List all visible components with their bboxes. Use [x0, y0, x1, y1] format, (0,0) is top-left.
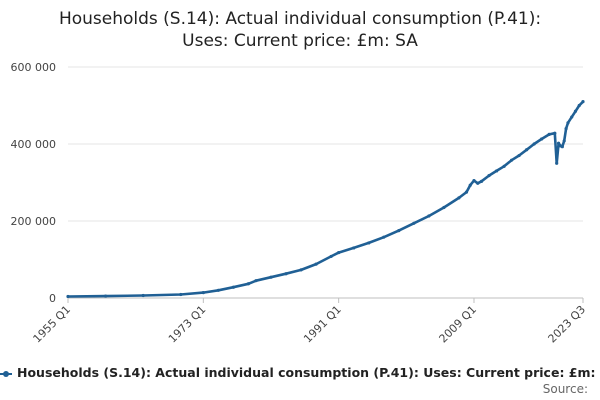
- data-point[interactable]: [494, 169, 499, 173]
- data-point[interactable]: [577, 103, 581, 108]
- data-point[interactable]: [231, 285, 236, 289]
- data-point[interactable]: [299, 268, 303, 272]
- data-point[interactable]: [560, 145, 564, 149]
- y-tick-label: 400 000: [11, 138, 57, 151]
- data-point[interactable]: [464, 190, 469, 194]
- y-axis: 0 200 000 400 000 600 000: [11, 61, 57, 305]
- legend[interactable]: Households (S.14): Actual individual con…: [0, 365, 600, 383]
- gridlines: [68, 66, 583, 299]
- data-point[interactable]: [479, 179, 484, 183]
- data-point[interactable]: [382, 235, 386, 239]
- x-tick-label: 1955 Q1: [31, 303, 74, 346]
- data-point[interactable]: [412, 221, 416, 225]
- data-point[interactable]: [427, 214, 431, 218]
- data-point[interactable]: [566, 121, 570, 125]
- data-point[interactable]: [337, 250, 341, 255]
- data-point[interactable]: [562, 139, 566, 143]
- data-point[interactable]: [269, 275, 273, 279]
- x-tick-label: 2009 Q1: [437, 303, 480, 346]
- x-tick-label: 2023 Q3: [546, 303, 589, 346]
- data-point[interactable]: [556, 141, 561, 145]
- y-tick-label: 600 000: [11, 61, 57, 74]
- chart-title: Households (S.14): Actual individual con…: [0, 8, 600, 52]
- data-point[interactable]: [284, 272, 288, 276]
- data-point[interactable]: [581, 100, 585, 104]
- data-point[interactable]: [329, 254, 333, 259]
- data-point[interactable]: [532, 142, 536, 146]
- data-point[interactable]: [476, 181, 480, 185]
- data-point[interactable]: [472, 178, 476, 183]
- x-tick-label: 1991 Q1: [301, 303, 344, 346]
- data-point[interactable]: [397, 229, 401, 233]
- data-point[interactable]: [502, 164, 506, 168]
- data-point[interactable]: [540, 137, 544, 141]
- chart-title-line-2: Uses: Current price: £m: SA: [182, 31, 418, 51]
- data-point[interactable]: [254, 279, 258, 283]
- data-point[interactable]: [555, 161, 559, 165]
- chart-title-line-1: Households (S.14): Actual individual con…: [58, 9, 542, 29]
- legend-line-marker-icon: [0, 370, 12, 377]
- series-line[interactable]: [66, 100, 585, 298]
- data-point[interactable]: [352, 246, 356, 250]
- data-point[interactable]: [179, 292, 183, 297]
- source-label: Source:: [542, 382, 588, 396]
- y-tick-label: 0: [49, 292, 56, 305]
- data-point[interactable]: [487, 173, 491, 178]
- data-point[interactable]: [141, 293, 145, 298]
- data-point[interactable]: [314, 262, 318, 266]
- legend-label: Households (S.14): Actual individual con…: [17, 365, 600, 380]
- y-tick-label: 200 000: [11, 215, 57, 228]
- data-point[interactable]: [367, 241, 371, 245]
- x-tick-label: 1973 Q1: [166, 303, 209, 346]
- data-point[interactable]: [442, 205, 446, 210]
- data-point[interactable]: [103, 294, 108, 298]
- data-point[interactable]: [457, 196, 461, 200]
- data-point[interactable]: [66, 294, 70, 299]
- data-point[interactable]: [573, 109, 578, 113]
- data-point[interactable]: [509, 158, 514, 162]
- data-point[interactable]: [468, 183, 472, 187]
- data-point[interactable]: [517, 153, 521, 158]
- data-point[interactable]: [553, 131, 557, 135]
- data-point[interactable]: [570, 115, 574, 119]
- series-layer: [66, 100, 585, 299]
- data-point[interactable]: [547, 132, 551, 136]
- data-point[interactable]: [216, 288, 220, 292]
- data-point[interactable]: [246, 282, 251, 286]
- data-point[interactable]: [201, 291, 205, 295]
- data-point[interactable]: [525, 148, 529, 152]
- data-point[interactable]: [564, 127, 568, 131]
- x-axis: 1955 Q1 1973 Q1 1991 Q1 2009 Q1 2023 Q3: [31, 298, 589, 346]
